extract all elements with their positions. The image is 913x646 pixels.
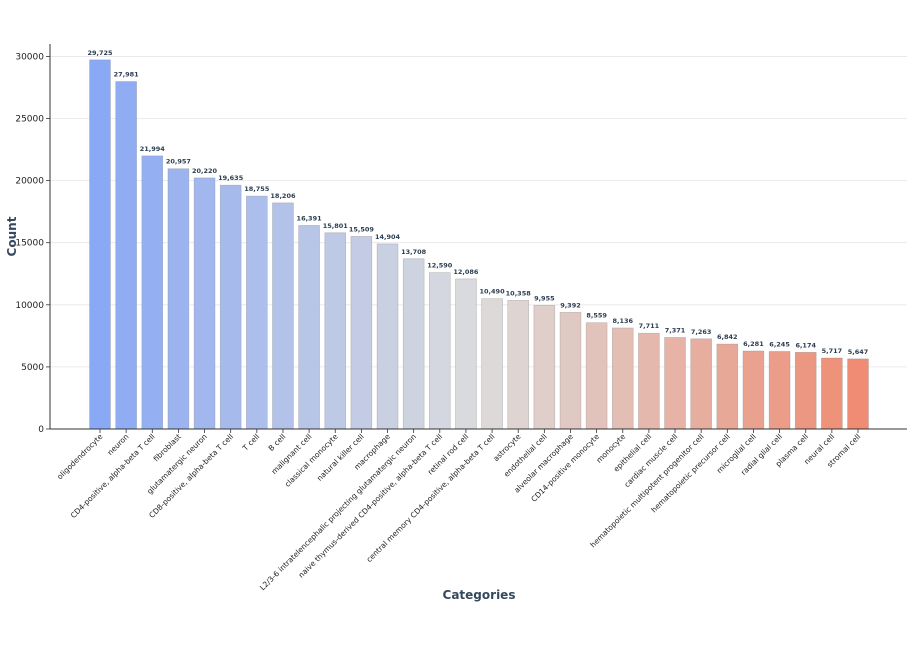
bar xyxy=(612,327,634,430)
bar xyxy=(742,350,765,430)
y-tick-label: 25000 xyxy=(15,115,44,125)
bar xyxy=(272,202,294,430)
value-label: 12,086 xyxy=(453,268,479,276)
x-axis-title: Categories xyxy=(443,588,516,602)
value-label: 16,391 xyxy=(297,214,323,222)
value-label: 7,371 xyxy=(665,326,686,334)
bar xyxy=(507,300,529,430)
y-tick-label: 0 xyxy=(38,425,44,435)
bar xyxy=(219,184,242,430)
bar xyxy=(716,343,739,430)
bar xyxy=(664,337,686,430)
value-label: 6,245 xyxy=(769,340,790,348)
bar xyxy=(167,168,190,430)
value-label: 6,174 xyxy=(795,341,816,349)
value-label: 13,708 xyxy=(401,248,427,256)
bar xyxy=(141,155,164,430)
value-label: 8,136 xyxy=(612,317,633,325)
value-label: 14,904 xyxy=(375,233,401,241)
bar xyxy=(376,243,399,430)
x-tick-label: neuron xyxy=(106,432,131,457)
x-tick-label: T cell xyxy=(240,432,261,453)
y-tick-label: 10000 xyxy=(15,301,44,311)
bar xyxy=(481,298,503,430)
value-label: 10,358 xyxy=(506,289,532,297)
value-label: 19,635 xyxy=(218,174,244,182)
y-tick-label: 30000 xyxy=(15,52,44,62)
x-tick-label: natural killer cell xyxy=(315,432,366,483)
value-label: 8,559 xyxy=(586,312,607,320)
bar xyxy=(847,358,869,430)
bar xyxy=(533,305,556,430)
value-label: 21,994 xyxy=(140,145,166,153)
value-label: 18,206 xyxy=(270,192,296,200)
y-axis-title: Count xyxy=(5,216,19,256)
x-tick-label: oligodendrocyte xyxy=(55,432,105,482)
value-label: 6,281 xyxy=(743,340,764,348)
x-tick-label: B cell xyxy=(267,432,288,453)
bar xyxy=(324,232,346,430)
bar xyxy=(455,278,477,430)
bar xyxy=(821,357,843,430)
value-label: 6,842 xyxy=(717,333,738,341)
value-label: 5,717 xyxy=(822,347,843,355)
y-tick-label: 15000 xyxy=(15,239,44,249)
value-label: 18,755 xyxy=(244,185,270,193)
bar xyxy=(115,81,137,430)
value-label: 20,220 xyxy=(192,167,218,175)
bar xyxy=(89,59,111,430)
value-label: 10,490 xyxy=(480,288,506,296)
value-label: 15,801 xyxy=(323,222,349,230)
bar xyxy=(402,258,425,430)
value-label: 20,957 xyxy=(166,158,191,166)
y-tick-label: 5000 xyxy=(21,363,44,373)
value-label: 5,647 xyxy=(848,348,869,356)
value-label: 7,711 xyxy=(639,322,660,330)
value-label: 9,955 xyxy=(534,294,555,302)
bar xyxy=(794,352,817,430)
bar xyxy=(638,332,660,430)
bar xyxy=(585,322,608,430)
value-label: 15,509 xyxy=(349,225,375,233)
value-label: 29,725 xyxy=(87,49,113,57)
bar xyxy=(298,225,320,430)
value-label: 27,981 xyxy=(114,70,140,78)
bar xyxy=(193,177,216,430)
bar xyxy=(246,195,268,430)
y-tick-label: 20000 xyxy=(15,177,44,187)
bar xyxy=(559,312,582,430)
bar xyxy=(768,351,791,430)
value-label: 12,590 xyxy=(427,262,453,270)
value-label: 7,263 xyxy=(691,328,712,336)
bar xyxy=(429,272,451,430)
value-label: 9,392 xyxy=(560,301,581,309)
bar xyxy=(690,338,712,430)
bar xyxy=(350,236,373,430)
